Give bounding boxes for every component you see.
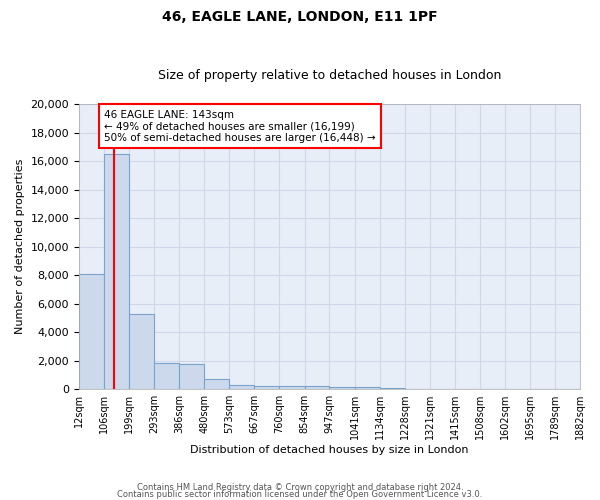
- Bar: [305, 386, 329, 389]
- Bar: [179, 364, 205, 389]
- X-axis label: Distribution of detached houses by size in London: Distribution of detached houses by size …: [190, 445, 469, 455]
- Bar: [129, 314, 154, 389]
- Bar: [205, 380, 229, 389]
- Bar: [280, 386, 305, 389]
- Bar: [79, 274, 104, 389]
- Title: Size of property relative to detached houses in London: Size of property relative to detached ho…: [158, 69, 501, 82]
- Bar: [104, 154, 129, 389]
- Text: 46, EAGLE LANE, LONDON, E11 1PF: 46, EAGLE LANE, LONDON, E11 1PF: [162, 10, 438, 24]
- Bar: [154, 364, 179, 389]
- Bar: [254, 386, 280, 389]
- Bar: [329, 387, 355, 389]
- Y-axis label: Number of detached properties: Number of detached properties: [15, 159, 25, 334]
- Bar: [355, 388, 380, 389]
- Bar: [380, 388, 405, 389]
- Text: Contains public sector information licensed under the Open Government Licence v3: Contains public sector information licen…: [118, 490, 482, 499]
- Text: Contains HM Land Registry data © Crown copyright and database right 2024.: Contains HM Land Registry data © Crown c…: [137, 484, 463, 492]
- Text: 46 EAGLE LANE: 143sqm
← 49% of detached houses are smaller (16,199)
50% of semi-: 46 EAGLE LANE: 143sqm ← 49% of detached …: [104, 110, 376, 143]
- Bar: [229, 385, 254, 389]
